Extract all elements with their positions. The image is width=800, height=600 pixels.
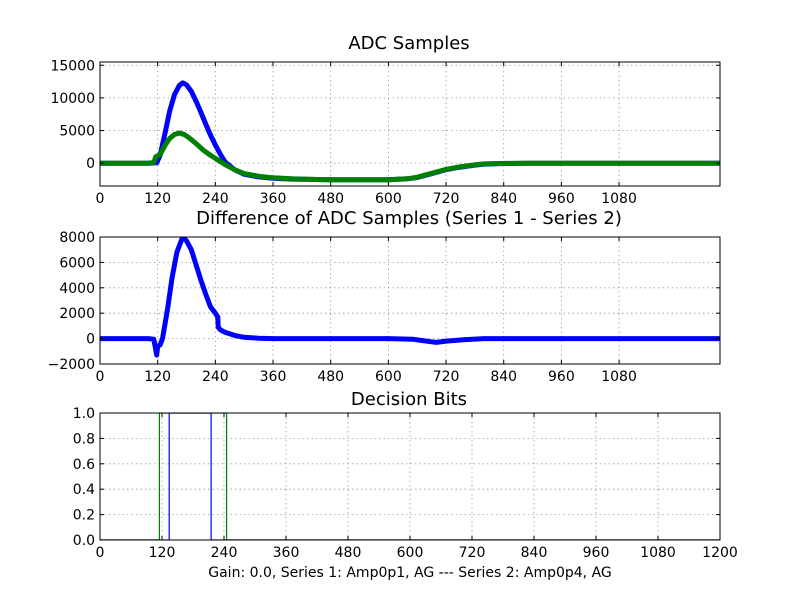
x-tick-label: 240 bbox=[211, 545, 238, 561]
x-tick-label: 360 bbox=[260, 369, 287, 385]
y-tick-label: 4000 bbox=[59, 281, 95, 297]
y-tick-label: 6000 bbox=[59, 255, 95, 271]
x-tick-label: 0 bbox=[96, 369, 105, 385]
x-tick-label: 1080 bbox=[601, 369, 637, 385]
x-tick-label: 720 bbox=[433, 369, 460, 385]
x-tick-label: 720 bbox=[433, 191, 460, 207]
axes-frame bbox=[99, 236, 721, 365]
y-tick-label: 15000 bbox=[50, 58, 95, 74]
x-tick-label: 600 bbox=[375, 191, 402, 207]
y-tick-label: 10000 bbox=[50, 91, 95, 107]
chart-title: Difference of ADC Samples (Series 1 - Se… bbox=[196, 208, 622, 229]
y-tick-label: 0.4 bbox=[73, 482, 95, 498]
axes-frame bbox=[99, 61, 721, 187]
x-tick-label: 840 bbox=[521, 545, 548, 561]
x-tick-label: 1200 bbox=[702, 545, 738, 561]
x-tick-label: 600 bbox=[397, 545, 424, 561]
x-tick-label: 960 bbox=[548, 191, 575, 207]
y-tick-label: 1.0 bbox=[73, 406, 95, 422]
x-tick-label: 240 bbox=[202, 369, 229, 385]
x-tick-label: 240 bbox=[202, 191, 229, 207]
x-tick-label: 1080 bbox=[640, 545, 676, 561]
y-tick-label: 0.2 bbox=[73, 508, 95, 524]
plot-area bbox=[100, 237, 720, 358]
adc-samples-chart: ADC Samples 0 120 240 360 480 600 720 840 960 108… bbox=[50, 33, 721, 207]
x-tick-label: 480 bbox=[317, 369, 344, 385]
x-tick-label: 720 bbox=[459, 545, 486, 561]
y-tick-label: 0 bbox=[86, 156, 95, 172]
y-tick-label: −2000 bbox=[48, 357, 95, 373]
y-tick-label: 0 bbox=[86, 332, 95, 348]
x-tick-label: 0 bbox=[96, 545, 105, 561]
decision-bits-chart: Decision Bits 0 120 240 360 480 600 720 840 960 1… bbox=[73, 389, 738, 561]
x-tick-label: 840 bbox=[490, 191, 517, 207]
x-tick-label: 360 bbox=[273, 545, 300, 561]
x-tick-label: 0 bbox=[96, 191, 105, 207]
y-tick-label: 2000 bbox=[59, 306, 95, 322]
y-tick-label: 8000 bbox=[59, 230, 95, 246]
x-tick-label: 960 bbox=[583, 545, 610, 561]
difference-chart: Difference of ADC Samples (Series 1 - Se… bbox=[48, 208, 721, 385]
x-tick-label: 480 bbox=[335, 545, 362, 561]
y-tick-label: 5000 bbox=[59, 124, 95, 140]
x-tick-label: 480 bbox=[317, 191, 344, 207]
figure-xlabel: Gain: 0.0, Series 1: Amp0p1, AG --- Seri… bbox=[208, 565, 612, 581]
x-tick-label: 120 bbox=[144, 369, 171, 385]
x-tick-label: 960 bbox=[548, 369, 575, 385]
y-tick-label: 0.8 bbox=[73, 431, 95, 447]
chart-title: ADC Samples bbox=[348, 33, 469, 54]
x-tick-label: 600 bbox=[375, 369, 402, 385]
chart-title: Decision Bits bbox=[351, 389, 467, 410]
series-line-series-2 bbox=[100, 130, 720, 183]
x-tick-label: 360 bbox=[260, 191, 287, 207]
y-tick-label: 0.6 bbox=[73, 457, 95, 473]
x-tick-label: 120 bbox=[149, 545, 176, 561]
y-tick-label: 0.0 bbox=[73, 533, 95, 549]
x-tick-label: 1080 bbox=[601, 191, 637, 207]
plot-area bbox=[100, 80, 720, 183]
series-line-series-1-series-2 bbox=[100, 237, 720, 358]
x-tick-label: 840 bbox=[490, 369, 517, 385]
x-tick-label: 120 bbox=[144, 191, 171, 207]
